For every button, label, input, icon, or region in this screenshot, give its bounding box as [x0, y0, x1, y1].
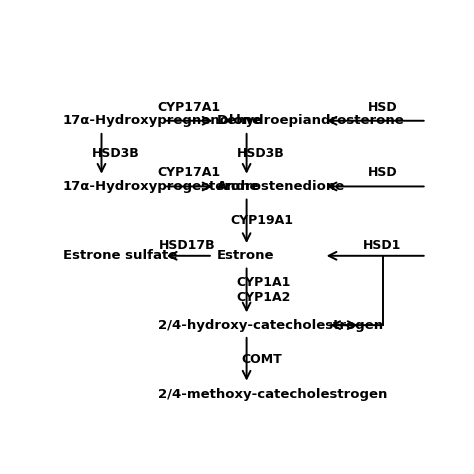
Text: 2/4-hydroxy-catecholestrogen: 2/4-hydroxy-catecholestrogen — [158, 319, 383, 332]
Text: Dehydroepiandrosterone: Dehydroepiandrosterone — [217, 114, 405, 127]
Text: HSD3B: HSD3B — [92, 147, 140, 160]
Text: CYP17A1: CYP17A1 — [157, 166, 220, 180]
Text: CYP19A1: CYP19A1 — [230, 214, 293, 227]
Text: Estrone sulfate: Estrone sulfate — [63, 249, 177, 262]
Text: HSD: HSD — [368, 166, 397, 180]
Text: Estrone: Estrone — [217, 249, 275, 262]
Text: 2/4-methoxy-catecholestrogen: 2/4-methoxy-catecholestrogen — [158, 388, 388, 401]
Text: 17α-Hydroxyprogesterone: 17α-Hydroxyprogesterone — [63, 180, 259, 193]
Text: CYP1A1
CYP1A2: CYP1A1 CYP1A2 — [237, 276, 291, 304]
Text: COMT: COMT — [242, 353, 283, 365]
Text: CYP17A1: CYP17A1 — [157, 101, 220, 114]
Text: 17α-Hydroxypregnenolone: 17α-Hydroxypregnenolone — [63, 114, 262, 127]
Text: Androstenedione: Androstenedione — [217, 180, 346, 193]
Text: HSD: HSD — [368, 101, 397, 114]
Text: HSD1: HSD1 — [364, 239, 401, 253]
Text: HSD17B: HSD17B — [159, 239, 215, 253]
Text: HSD3B: HSD3B — [237, 147, 284, 160]
